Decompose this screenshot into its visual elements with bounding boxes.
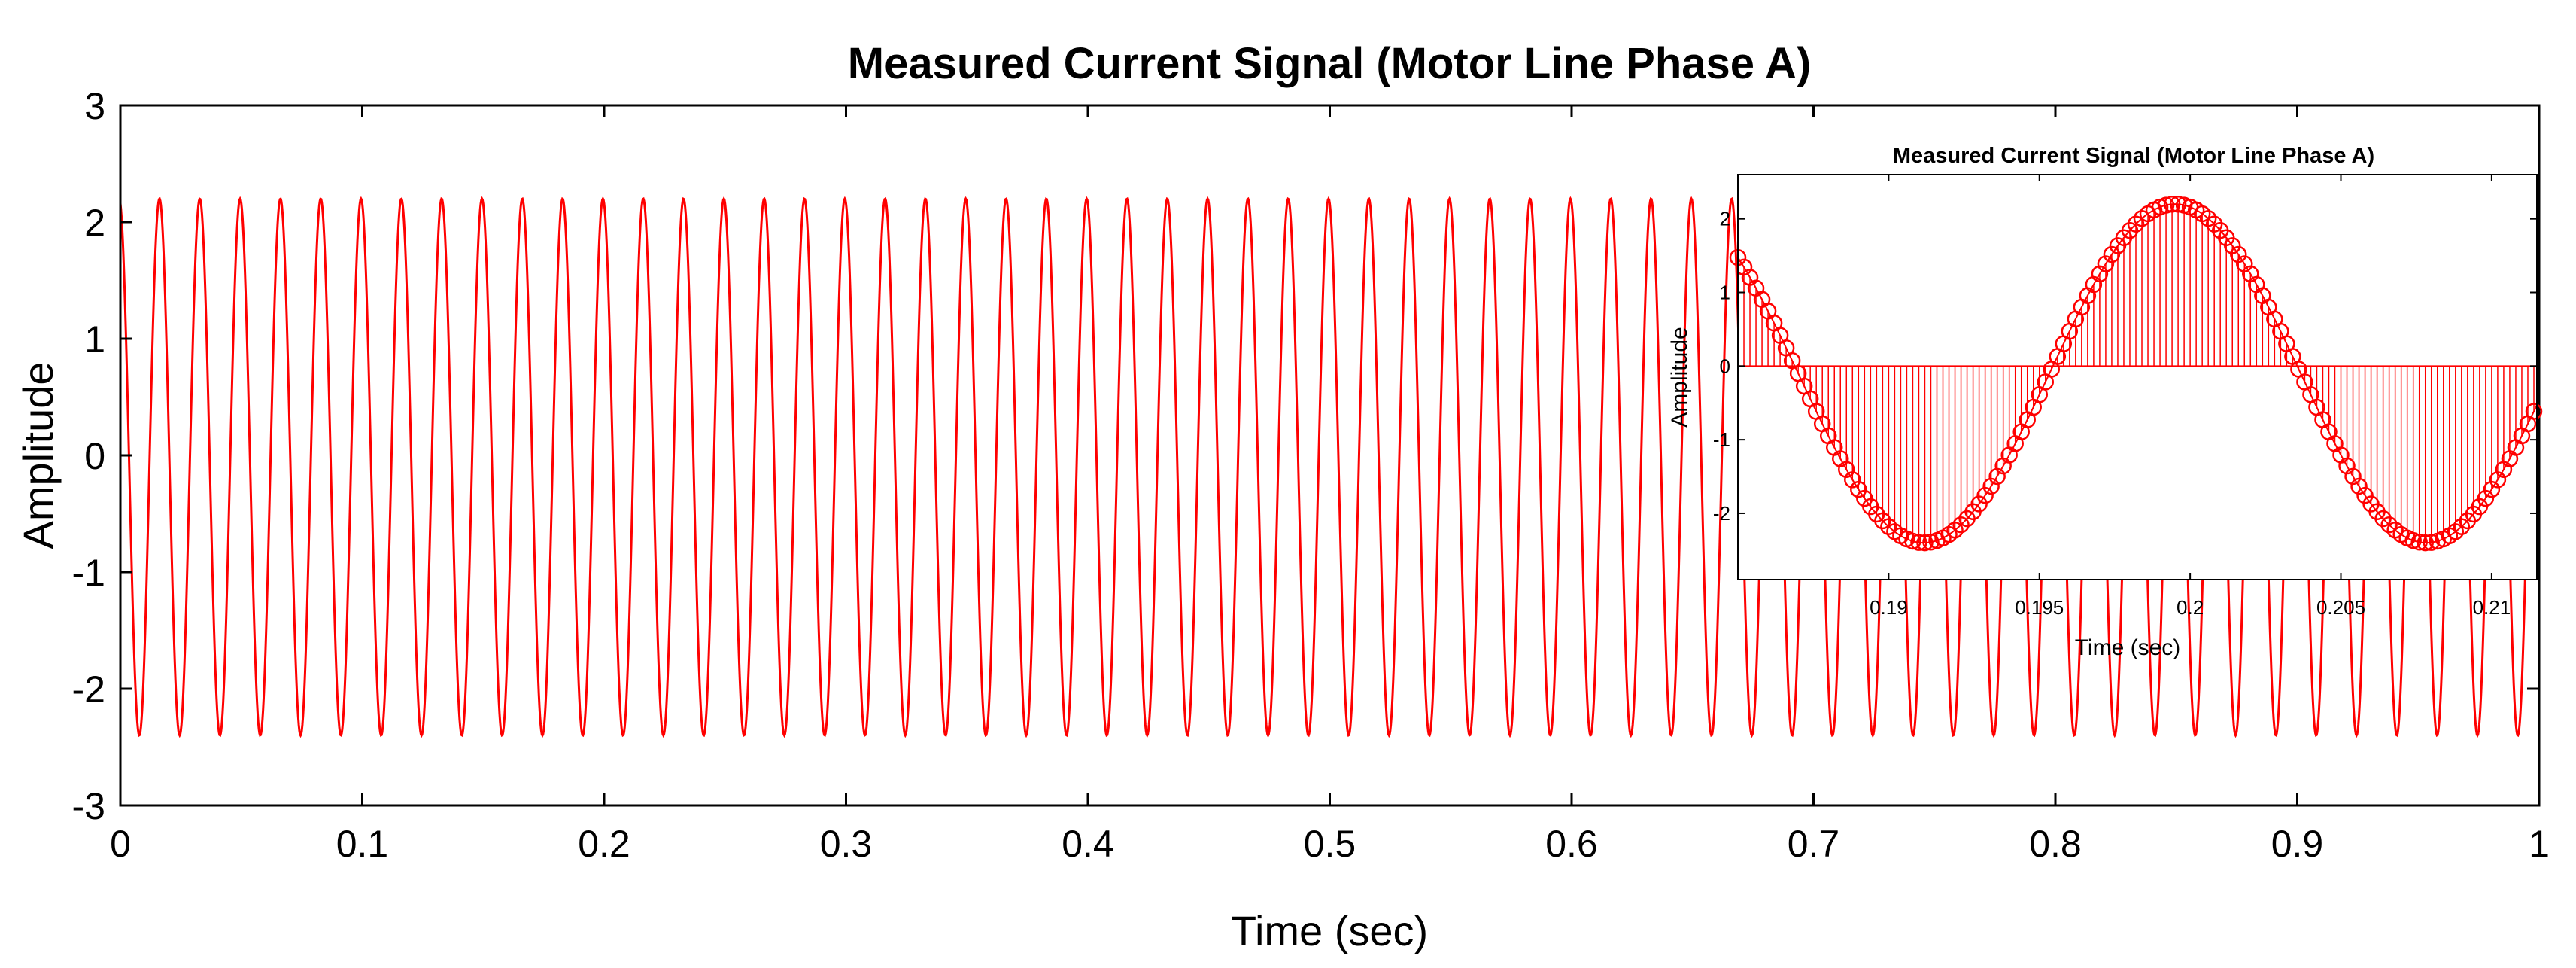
main-y-tick-label: 0 bbox=[84, 435, 105, 477]
main-x-tick-label: 0.7 bbox=[1788, 823, 1840, 865]
inset-sample-marker bbox=[1844, 471, 1861, 489]
inset-sample-marker bbox=[1874, 512, 1891, 530]
inset-sample-marker bbox=[2447, 523, 2465, 540]
main-x-tick-label: 0.2 bbox=[578, 823, 630, 865]
inset-y-tick-label: -2 bbox=[1713, 502, 1730, 525]
inset-plot-area bbox=[1737, 174, 2538, 580]
inset-sample-marker bbox=[2525, 403, 2543, 420]
main-x-tick-label: 0.1 bbox=[336, 823, 389, 865]
inset-x-tick-label: 0.195 bbox=[2015, 596, 2064, 619]
inset-signal-line bbox=[1737, 203, 2538, 544]
inset-sample-marker bbox=[1916, 534, 1934, 552]
inset-axes-box bbox=[1737, 174, 2538, 580]
main-y-tick-label: -3 bbox=[72, 785, 105, 827]
main-x-tick-label: 0.8 bbox=[2029, 823, 2082, 865]
inset-sample-marker bbox=[1982, 477, 2000, 495]
main-y-tick-label: -2 bbox=[72, 668, 105, 711]
inset-x-tick-label: 0.19 bbox=[1870, 596, 1908, 619]
inset-sample-marker bbox=[2127, 215, 2145, 233]
main-x-tick-label: 0.6 bbox=[1545, 823, 1598, 865]
main-x-label: Time (sec) bbox=[1231, 907, 1428, 954]
main-axes-box bbox=[119, 104, 2541, 807]
inset-sample-marker bbox=[1904, 532, 1921, 550]
main-x-tick-label: 0.3 bbox=[820, 823, 873, 865]
inset-sample-marker bbox=[2356, 486, 2374, 504]
inset-x-tick-label: 0.21 bbox=[2473, 596, 2511, 619]
main-x-tick-label: 0.9 bbox=[2271, 823, 2324, 865]
inset-y-ticks: -2 -1 0 1 2 bbox=[1713, 208, 2537, 525]
inset-sample-marker bbox=[2199, 209, 2217, 227]
main-x-ticks: 0 0.1 0.2 0.3 0.4 0.5 0.6 0.7 0.8 0.9 1 bbox=[110, 105, 2550, 865]
inset-title: Measured Current Signal (Motor Line Phas… bbox=[1893, 144, 2374, 168]
inset-sample-marker bbox=[1880, 518, 1897, 535]
main-y-label: Amplitude bbox=[14, 361, 62, 549]
inset-sample-marker bbox=[2477, 489, 2495, 507]
inset-x-label: Time (sec) bbox=[2075, 635, 2181, 660]
main-x-tick-label: 0.5 bbox=[1304, 823, 1356, 865]
inset-sample-marker bbox=[2223, 237, 2241, 254]
main-x-tick-label: 0 bbox=[110, 823, 131, 865]
main-y-tick-label: 1 bbox=[84, 318, 105, 361]
inset-sample-marker bbox=[1976, 486, 1994, 504]
main-x-tick-label: 0.4 bbox=[1062, 823, 1114, 865]
inset-sample-marker bbox=[2344, 467, 2362, 486]
inset-sample-marker bbox=[2103, 245, 2121, 263]
inset-sample-marker bbox=[2163, 196, 2181, 213]
inset-sample-marker bbox=[2483, 480, 2501, 498]
inset-sample-marker bbox=[1850, 480, 1867, 498]
inset-y-tick-label: 1 bbox=[1720, 282, 1730, 304]
main-y-tick-label: 2 bbox=[84, 202, 105, 244]
inset-y-label: Amplitude bbox=[1667, 327, 1692, 427]
inset-x-tick-label: 0.2 bbox=[2177, 596, 2204, 619]
inset-sample-marker bbox=[2230, 245, 2247, 263]
main-y-tick-label: 3 bbox=[84, 85, 105, 127]
main-y-tick-label: -1 bbox=[72, 552, 105, 594]
inset-y-tick-label: 0 bbox=[1720, 355, 1730, 377]
inset-sample-marker bbox=[2374, 510, 2392, 528]
main-title: Measured Current Signal (Motor Line Phas… bbox=[848, 39, 1811, 88]
inset-y-tick-label: 2 bbox=[1720, 208, 1730, 230]
inset-y-tick-label: -1 bbox=[1713, 428, 1730, 451]
inset-sample-marker bbox=[2380, 516, 2398, 534]
inset-sample-marker bbox=[2236, 255, 2253, 272]
inset-sample-marker bbox=[2423, 534, 2440, 551]
inset-sample-marker bbox=[1946, 521, 1964, 539]
inset-sample-marker bbox=[2417, 534, 2434, 552]
inset-sample-marker bbox=[1970, 495, 1988, 513]
inset-plot: Measured Current Signal (Motor Line Phas… bbox=[1667, 144, 2543, 660]
inset-sample-marker bbox=[1952, 516, 1970, 534]
inset-sample-marker bbox=[2169, 196, 2187, 213]
inset-sample-marker bbox=[2453, 518, 2471, 535]
inset-sample-marker bbox=[2097, 255, 2115, 272]
inset-x-ticks: 0.19 0.195 0.2 0.205 0.21 bbox=[1870, 175, 2511, 619]
inset-sample-marker bbox=[2091, 265, 2109, 283]
inset-markers bbox=[1729, 196, 2543, 552]
inset-sample-marker bbox=[1910, 534, 1927, 551]
inset-sample-marker bbox=[2350, 477, 2368, 495]
inset-sample-marker bbox=[2157, 196, 2175, 214]
inset-sample-marker bbox=[2410, 533, 2428, 551]
main-x-tick-label: 1 bbox=[2529, 823, 2550, 865]
inset-x-tick-label: 0.205 bbox=[2316, 596, 2365, 619]
